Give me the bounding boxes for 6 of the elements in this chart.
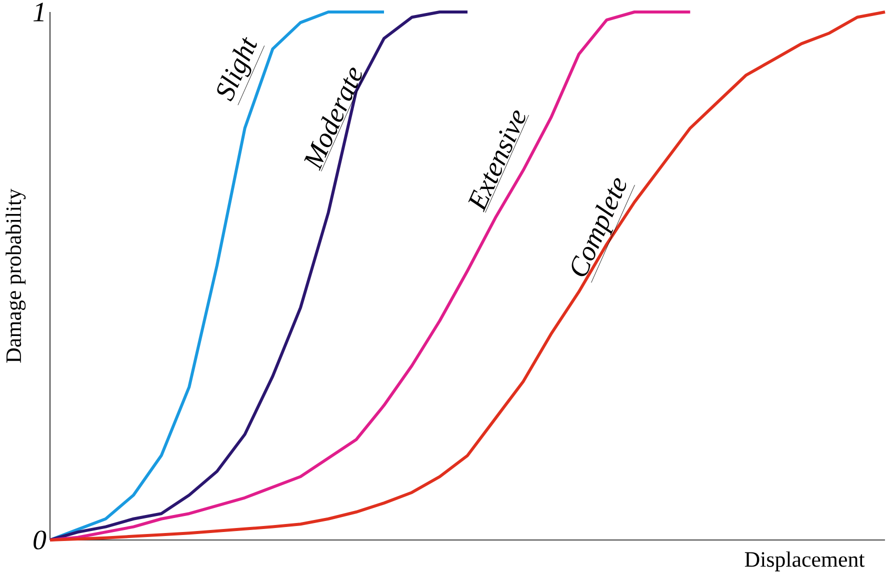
x-axis-title: Displacement bbox=[744, 551, 865, 572]
y-axis-title: Damage probability bbox=[6, 188, 26, 363]
line-series bbox=[48, 10, 886, 542]
y-tick-label: 1 bbox=[34, 2, 44, 22]
y-tick-label: 0 bbox=[34, 530, 46, 550]
text: Slight bbox=[217, 36, 257, 102]
